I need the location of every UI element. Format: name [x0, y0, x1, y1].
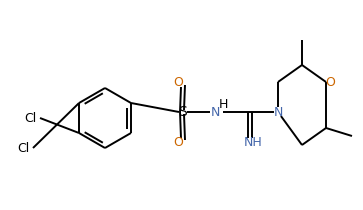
Text: N: N: [210, 105, 220, 118]
Text: O: O: [325, 76, 335, 88]
Text: S: S: [179, 105, 187, 119]
Text: N: N: [273, 105, 283, 118]
Text: Cl: Cl: [17, 142, 29, 155]
Text: Cl: Cl: [24, 112, 36, 125]
Text: O: O: [173, 136, 183, 150]
Text: NH: NH: [244, 135, 262, 148]
Text: H: H: [218, 97, 228, 110]
Text: O: O: [173, 76, 183, 88]
